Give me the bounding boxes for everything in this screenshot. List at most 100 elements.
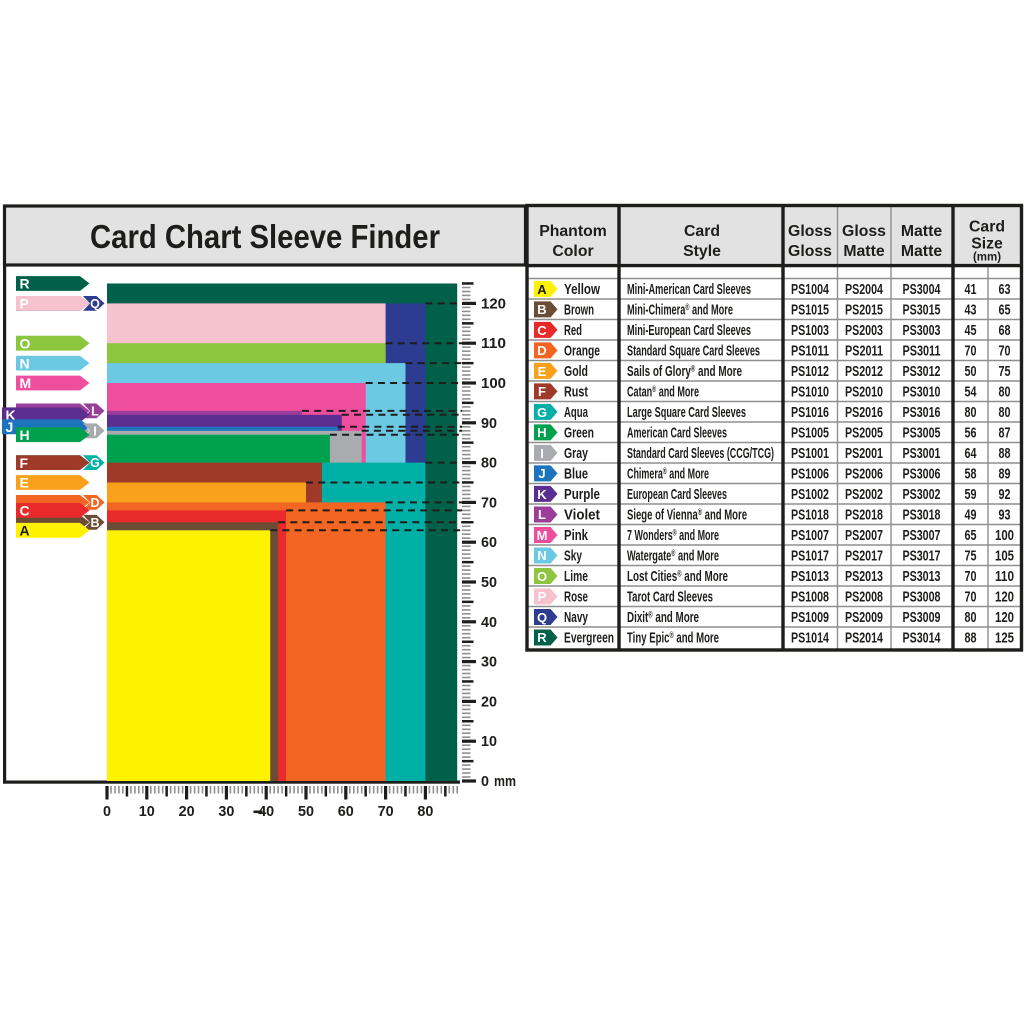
svg-text:G: G (537, 405, 547, 420)
svg-text:Catan® and More: Catan® and More (627, 383, 699, 400)
svg-text:Matte: Matte (843, 243, 884, 260)
svg-text:O: O (20, 335, 31, 351)
svg-text:65: 65 (965, 528, 977, 544)
svg-text:Rose: Rose (564, 589, 588, 606)
svg-text:63: 63 (999, 282, 1011, 298)
svg-text:F: F (20, 455, 29, 471)
svg-text:Tiny Epic® and More: Tiny Epic® and More (627, 630, 719, 647)
svg-text:PS1004: PS1004 (791, 282, 829, 298)
svg-text:80: 80 (481, 456, 497, 472)
svg-text:90: 90 (481, 416, 497, 432)
svg-text:75: 75 (999, 364, 1011, 380)
svg-text:65: 65 (999, 302, 1011, 318)
svg-text:PS2011: PS2011 (845, 343, 883, 359)
svg-text:PS2014: PS2014 (845, 631, 883, 647)
svg-text:PS2015: PS2015 (845, 302, 883, 318)
svg-text:100: 100 (481, 376, 506, 392)
svg-text:Mini-European Card Sleeves: Mini-European Card Sleeves (627, 322, 751, 339)
svg-text:L: L (91, 405, 99, 419)
svg-text:J: J (6, 419, 14, 435)
svg-text:PS1014: PS1014 (791, 631, 829, 647)
svg-text:PS3012: PS3012 (903, 364, 941, 380)
svg-text:K: K (537, 487, 547, 502)
svg-text:7 Wonders® and More: 7 Wonders® and More (627, 527, 719, 544)
svg-text:70: 70 (965, 343, 977, 359)
svg-text:93: 93 (999, 508, 1011, 524)
svg-text:Standard Square Card Sleeves: Standard Square Card Sleeves (627, 342, 760, 359)
svg-text:PS3001: PS3001 (903, 446, 941, 462)
svg-text:E: E (20, 475, 29, 491)
svg-text:PS1006: PS1006 (791, 466, 829, 482)
svg-text:PS1018: PS1018 (791, 508, 829, 524)
svg-text:Large Square Card Sleeves: Large Square Card Sleeves (627, 404, 746, 421)
svg-text:PS3004: PS3004 (903, 282, 941, 298)
svg-text:K: K (6, 407, 16, 423)
svg-text:C: C (537, 323, 547, 338)
svg-text:Brown: Brown (564, 301, 594, 318)
svg-text:Sky: Sky (564, 548, 582, 565)
svg-text:American Card Sleeves: American Card Sleeves (627, 424, 727, 441)
svg-text:88: 88 (999, 446, 1011, 462)
svg-text:105: 105 (995, 549, 1014, 565)
svg-text:A: A (537, 282, 547, 297)
svg-text:PS2016: PS2016 (845, 405, 883, 421)
svg-text:50: 50 (298, 804, 314, 820)
svg-text:Dixit® and More: Dixit® and More (627, 609, 699, 626)
svg-text:30: 30 (218, 804, 234, 820)
svg-text:PS3018: PS3018 (903, 508, 941, 524)
svg-text:N: N (537, 548, 546, 563)
svg-text:120: 120 (995, 610, 1014, 626)
svg-text:PS3008: PS3008 (903, 590, 941, 606)
svg-text:0: 0 (103, 804, 111, 820)
svg-text:PS2012: PS2012 (845, 364, 883, 380)
svg-text:60: 60 (481, 535, 497, 551)
svg-text:125: 125 (995, 631, 1014, 647)
svg-text:Gloss: Gloss (788, 243, 832, 260)
svg-text:PS2005: PS2005 (845, 425, 883, 441)
svg-text:Purple: Purple (564, 486, 600, 503)
svg-text:PS3003: PS3003 (903, 323, 941, 339)
svg-text:D: D (537, 343, 546, 358)
svg-text:PS3006: PS3006 (903, 466, 941, 482)
svg-text:30: 30 (481, 655, 497, 671)
svg-text:Violet: Violet (564, 507, 600, 524)
svg-text:Gloss: Gloss (788, 223, 832, 240)
svg-text:70: 70 (965, 590, 977, 606)
svg-text:PS2001: PS2001 (845, 446, 883, 462)
svg-text:41: 41 (965, 282, 977, 298)
svg-text:PS2006: PS2006 (845, 466, 883, 482)
svg-text:B: B (537, 302, 546, 317)
svg-text:Gold: Gold (564, 363, 588, 380)
svg-text:Size: Size (971, 236, 1003, 253)
svg-text:Orange: Orange (564, 342, 600, 359)
svg-text:64: 64 (965, 446, 977, 462)
svg-text:120: 120 (995, 590, 1014, 606)
svg-text:80: 80 (965, 405, 977, 421)
svg-text:110: 110 (481, 336, 506, 352)
svg-text:P: P (20, 296, 29, 312)
svg-text:PS2018: PS2018 (845, 508, 883, 524)
svg-text:PS3015: PS3015 (903, 302, 941, 318)
svg-text:92: 92 (999, 487, 1011, 503)
svg-text:F: F (538, 384, 546, 399)
svg-text:100: 100 (995, 528, 1014, 544)
svg-text:75: 75 (965, 549, 977, 565)
svg-text:70: 70 (965, 569, 977, 585)
svg-text:Card: Card (684, 223, 720, 240)
svg-text:50: 50 (481, 575, 497, 591)
svg-text:R: R (20, 276, 30, 292)
svg-text:60: 60 (338, 804, 354, 820)
svg-text:M: M (20, 375, 32, 391)
svg-text:PS1015: PS1015 (791, 302, 829, 318)
svg-text:Standard Card Sleeves (CCG/TCG: Standard Card Sleeves (CCG/TCG) (627, 445, 774, 462)
svg-text:Mini-American Card Sleeves: Mini-American Card Sleeves (627, 281, 751, 298)
svg-text:PS1012: PS1012 (791, 364, 829, 380)
svg-text:70: 70 (999, 343, 1011, 359)
svg-text:PS1009: PS1009 (791, 610, 829, 626)
svg-text:10: 10 (481, 734, 497, 750)
svg-text:mm: mm (494, 774, 516, 790)
svg-text:70: 70 (481, 495, 497, 511)
svg-text:Card Chart Sleeve Finder: Card Chart Sleeve Finder (90, 218, 440, 255)
svg-text:Evergreen: Evergreen (564, 630, 614, 647)
svg-text:Siege of Vienna® and More: Siege of Vienna® and More (627, 507, 747, 524)
